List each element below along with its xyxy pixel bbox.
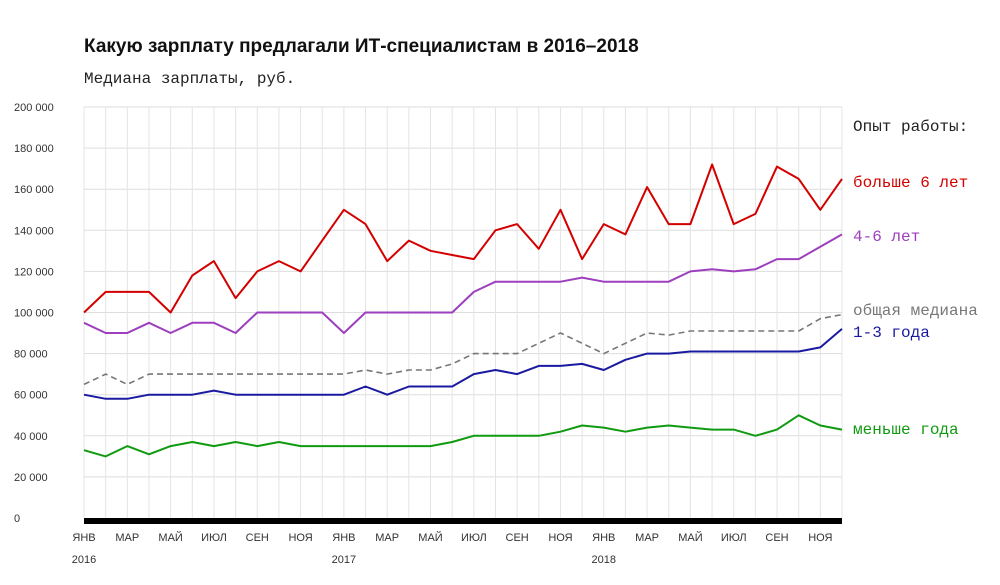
y-tick-label: 40 000	[14, 431, 48, 443]
x-tick-label: МАР	[115, 532, 139, 544]
year-label: 2016	[72, 554, 96, 566]
x-tick-label: СЕН	[765, 532, 788, 544]
x-tick-label: ИЮЛ	[201, 532, 227, 544]
x-tick-label: МАЙ	[418, 531, 442, 544]
y-tick-label: 160 000	[14, 184, 54, 196]
series-line	[83, 233, 843, 334]
x-tick-label: НОЯ	[548, 532, 572, 544]
chart-title: Какую зарплату предлагали ИТ-специалиста…	[84, 36, 639, 57]
x-tick-label: МАР	[375, 532, 399, 544]
series-line	[83, 313, 843, 386]
chart-subtitle: Медиана зарплаты, руб.	[84, 70, 296, 88]
x-tick-label: ИЮЛ	[461, 532, 487, 544]
series-label: 4-6 лет	[853, 228, 920, 246]
x-tick-label: ЯНВ	[72, 532, 95, 544]
y-tick-label: 20 000	[14, 472, 48, 484]
series-line	[83, 328, 843, 400]
y-tick-label: 180 000	[14, 143, 54, 155]
x-tick-label: ЯНВ	[592, 532, 615, 544]
y-tick-label: 60 000	[14, 390, 48, 402]
year-label: 2017	[332, 554, 356, 566]
series-line	[83, 414, 843, 458]
series-label: 1-3 года	[853, 324, 930, 342]
series-line	[83, 163, 843, 314]
y-tick-label: 120 000	[14, 266, 54, 278]
x-tick-label: НОЯ	[808, 532, 832, 544]
y-tick-label: 80 000	[14, 349, 48, 361]
series-label: больше 6 лет	[853, 174, 968, 192]
series-label: общая медиана	[853, 302, 978, 320]
x-tick-label: МАЙ	[678, 531, 702, 544]
x-tick-label: ЯНВ	[332, 532, 355, 544]
x-tick-label: НОЯ	[288, 532, 312, 544]
y-tick-label: 0	[14, 513, 20, 525]
y-tick-label: 200 000	[14, 102, 54, 114]
x-axis	[84, 518, 842, 524]
x-tick-label: МАР	[635, 532, 659, 544]
x-tick-label: СЕН	[506, 532, 529, 544]
x-tick-label: МАЙ	[158, 531, 182, 544]
x-tick-label: ИЮЛ	[721, 532, 747, 544]
y-tick-label: 100 000	[14, 308, 54, 320]
x-tick-label: СЕН	[246, 532, 269, 544]
year-label: 2018	[592, 554, 616, 566]
y-tick-label: 140 000	[14, 225, 54, 237]
series-label: меньше года	[853, 421, 959, 439]
legend-title: Опыт работы:	[853, 118, 968, 136]
